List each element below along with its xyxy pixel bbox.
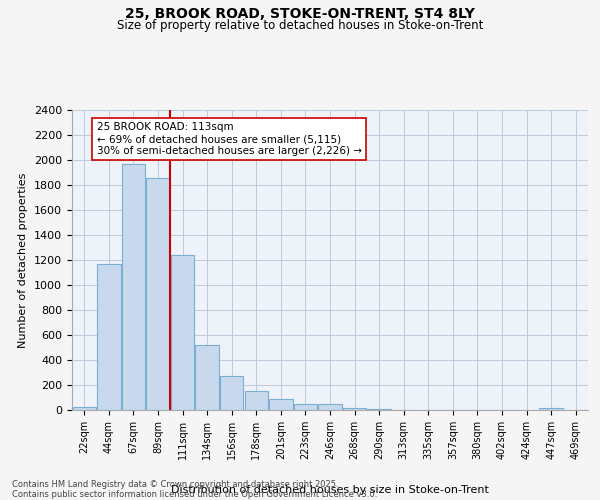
Bar <box>539 408 563 410</box>
Bar <box>73 407 96 410</box>
Bar <box>367 409 391 410</box>
Bar <box>122 164 145 410</box>
Bar <box>220 376 244 410</box>
Text: Size of property relative to detached houses in Stoke-on-Trent: Size of property relative to detached ho… <box>117 18 483 32</box>
Bar <box>319 404 341 410</box>
Bar <box>245 391 268 410</box>
Bar <box>343 408 366 410</box>
Bar <box>269 399 293 410</box>
Bar <box>196 345 219 410</box>
Bar <box>171 255 194 410</box>
Bar <box>97 264 121 410</box>
Text: Distribution of detached houses by size in Stoke-on-Trent: Distribution of detached houses by size … <box>171 485 489 495</box>
Text: Contains HM Land Registry data © Crown copyright and database right 2025.
Contai: Contains HM Land Registry data © Crown c… <box>12 480 377 499</box>
Text: 25, BROOK ROAD, STOKE-ON-TRENT, ST4 8LY: 25, BROOK ROAD, STOKE-ON-TRENT, ST4 8LY <box>125 8 475 22</box>
Bar <box>294 404 317 410</box>
Text: 25 BROOK ROAD: 113sqm
← 69% of detached houses are smaller (5,115)
30% of semi-d: 25 BROOK ROAD: 113sqm ← 69% of detached … <box>97 122 362 156</box>
Y-axis label: Number of detached properties: Number of detached properties <box>19 172 28 348</box>
Bar <box>146 178 170 410</box>
